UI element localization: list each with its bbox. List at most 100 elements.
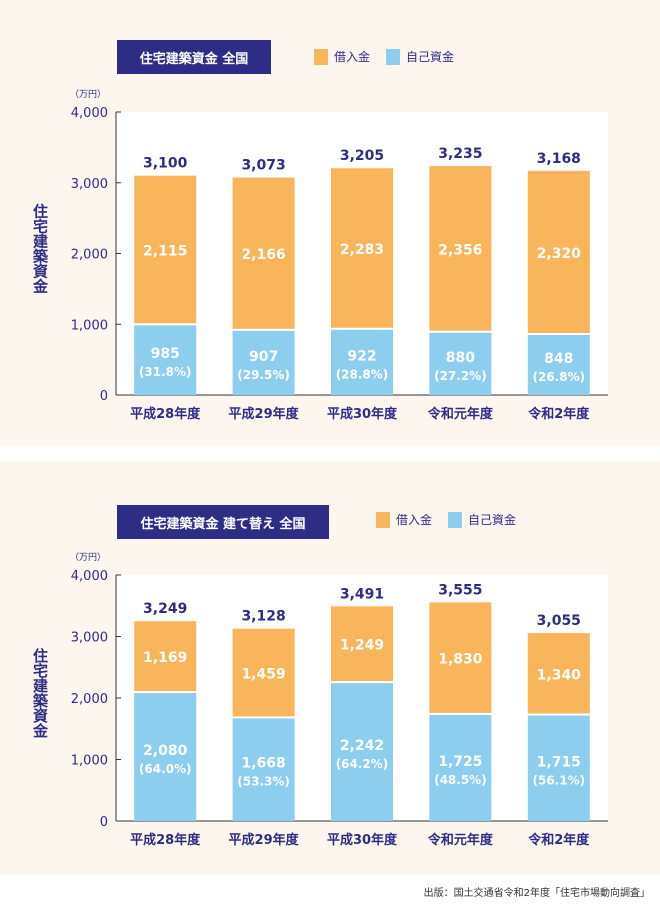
total-label: 3,073 — [241, 158, 285, 174]
chart-title: 住宅建築資金 全国 — [117, 40, 271, 74]
x-tick-label: 平成28年度 — [130, 832, 201, 848]
x-tick-label: 平成30年度 — [327, 406, 398, 422]
y-tick-label: 2,000 — [71, 692, 108, 707]
own-label: 880 — [446, 350, 475, 366]
source-note: 出版：国土交通省令和2年度「住宅市場動向調査」 — [423, 888, 650, 899]
y-tick-label: 3,000 — [71, 177, 108, 192]
loan-label: 2,166 — [241, 247, 285, 263]
own-label: 922 — [347, 348, 376, 364]
own-label: 1,715 — [537, 754, 581, 770]
own-share-label: (29.5%) — [237, 368, 290, 382]
own-share-label: (27.2%) — [434, 369, 487, 383]
unit-label: （万円） — [70, 89, 106, 100]
legend-swatch-loan — [314, 48, 328, 65]
y-tick-label: 1,000 — [71, 754, 108, 769]
total-label: 3,555 — [438, 582, 482, 598]
y-tick-label: 0 — [100, 815, 108, 830]
total-label: 3,249 — [143, 601, 187, 617]
total-label: 3,235 — [438, 146, 482, 162]
bar-loan — [134, 621, 197, 692]
legend-swatch-loan — [376, 511, 390, 528]
own-share-label: (26.8%) — [532, 370, 585, 384]
bar-own-funds — [429, 332, 492, 395]
chart-panel-rebuild: 住宅建築資金 建て替え 全国 借入金 自己資金 0 1,000 2,000 3,000… — [0, 461, 660, 875]
bar-loan — [527, 633, 590, 714]
legend-own: 自己資金 — [468, 513, 517, 527]
bar-loan — [232, 628, 295, 717]
own-share-label: (64.0%) — [139, 762, 192, 776]
bar-own-funds — [527, 335, 590, 395]
legend-own: 自己資金 — [406, 50, 455, 64]
total-label: 3,491 — [340, 586, 384, 602]
legend: 借入金 自己資金 — [314, 48, 470, 65]
x-tick-label: 令和元年度 — [428, 406, 494, 422]
own-label: 1,668 — [241, 756, 285, 772]
x-tick-label: 平成30年度 — [327, 832, 398, 848]
loan-label: 2,356 — [438, 242, 482, 258]
bar-loan — [331, 168, 393, 328]
bar-loan — [429, 166, 492, 331]
bar-loan — [429, 602, 492, 713]
total-label: 3,100 — [143, 156, 188, 172]
bar-own-funds — [429, 714, 492, 821]
bar-own-funds — [232, 718, 295, 821]
own-label: 985 — [151, 346, 180, 362]
x-tick-label: 平成29年度 — [229, 832, 300, 848]
own-share-label: (53.3%) — [237, 775, 290, 789]
total-label: 3,205 — [340, 148, 384, 164]
y-tick-label: 1,000 — [71, 318, 108, 333]
x-tick-label: 令和2年度 — [528, 406, 590, 422]
bar-loan — [527, 170, 590, 334]
own-label: 2,242 — [340, 738, 384, 754]
own-share-label: (28.8%) — [336, 367, 389, 381]
own-share-label: (64.2%) — [336, 757, 389, 771]
bar-own-funds — [527, 715, 590, 821]
loan-label: 1,249 — [340, 638, 384, 654]
legend-loan: 借入金 — [334, 50, 371, 64]
y-tick-label: 0 — [100, 389, 108, 404]
bar-loan — [134, 175, 197, 324]
total-label: 3,055 — [537, 613, 581, 629]
own-share-label: (56.1%) — [532, 773, 585, 787]
loan-label: 2,115 — [143, 243, 187, 259]
y-tick-label: 3,000 — [71, 631, 108, 646]
y-tick-label: 2,000 — [71, 248, 108, 263]
bar-own-funds — [232, 330, 295, 395]
total-label: 3,168 — [537, 151, 581, 167]
x-tick-label: 令和元年度 — [428, 832, 494, 848]
loan-label: 1,459 — [241, 667, 285, 683]
x-tick-label: 令和2年度 — [528, 832, 590, 848]
bar-own-funds — [331, 683, 393, 821]
loan-label: 1,830 — [438, 652, 483, 668]
bar-own-funds — [134, 693, 197, 821]
loan-label: 1,169 — [143, 650, 187, 666]
bar-own-funds — [331, 329, 393, 395]
total-label: 3,128 — [241, 609, 285, 625]
bar-loan — [232, 177, 295, 329]
own-label: 848 — [544, 351, 573, 367]
x-tick-label: 平成29年度 — [229, 406, 300, 422]
chart-national: 0 1,000 2,000 3,000 4,000 （万円） 住宅建築資金 3,100 2,11… — [31, 89, 608, 422]
chart-title: 住宅建築資金 建て替え 全国 — [117, 505, 329, 539]
legend-loan: 借入金 — [396, 513, 433, 527]
loan-label: 2,283 — [340, 242, 384, 258]
bar-own-funds — [134, 325, 197, 395]
bar-loan — [331, 606, 393, 682]
chart-panel-national: 住宅建築資金 全国 借入金 自己資金 0 1,000 2,000 3,000 4,000… — [0, 0, 660, 446]
loan-label: 1,340 — [537, 667, 582, 683]
legend-swatch-own — [448, 511, 463, 528]
legend: 借入金 自己資金 — [376, 511, 532, 528]
own-label: 907 — [249, 349, 278, 365]
legend-swatch-own — [386, 48, 401, 65]
y-axis-title: 住宅建築資金 — [31, 647, 49, 738]
x-tick-label: 平成28年度 — [130, 406, 201, 422]
y-axis-title: 住宅建築資金 — [31, 203, 49, 294]
chart-rebuild: 0 1,000 2,000 3,000 4,000 （万円） 住宅建築資金 3,249 1,16… — [31, 552, 608, 848]
y-tick-label: 4,000 — [71, 569, 108, 584]
unit-label: （万円） — [70, 552, 106, 563]
own-label: 1,725 — [438, 754, 482, 770]
y-tick-label: 4,000 — [71, 106, 108, 121]
own-label: 2,080 — [143, 743, 188, 759]
loan-label: 2,320 — [537, 246, 582, 262]
own-share-label: (48.5%) — [434, 773, 487, 787]
